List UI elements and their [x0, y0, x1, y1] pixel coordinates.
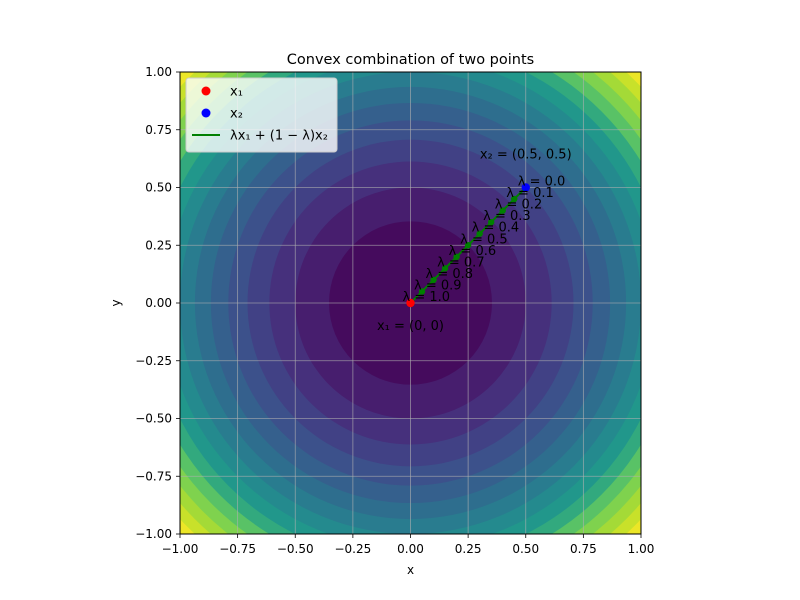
- legend-label: x₂: [230, 107, 243, 122]
- annotations-layer: λ = 0.0λ = 0.1λ = 0.2λ = 0.3λ = 0.4λ = 0…: [377, 148, 572, 335]
- lambda-label: λ = 0.2: [495, 198, 543, 213]
- combination-point: [511, 195, 518, 203]
- x-tick-label: 0.25: [455, 542, 482, 556]
- legend-label: λx₁ + (1 − λ)x₂: [230, 129, 328, 144]
- legend-label: x₁: [230, 85, 243, 100]
- x-tick-label: −0.50: [277, 542, 314, 556]
- legend-marker-dot: [201, 86, 211, 96]
- y-axis-label: y: [109, 299, 123, 306]
- lambda-label: λ = 0.8: [426, 267, 474, 282]
- lambda-label: λ = 1.0: [403, 290, 451, 305]
- x-tick-label: 0.50: [512, 542, 539, 556]
- legend-box: [185, 77, 338, 153]
- lambda-label: λ = 0.9: [414, 278, 462, 293]
- y-tick-label: −0.25: [135, 354, 172, 368]
- annotation-x2: x₂ = (0.5, 0.5): [480, 148, 572, 163]
- combination-point: [476, 230, 483, 237]
- point-x2: [521, 183, 530, 192]
- x-tick-label: −1.00: [162, 542, 199, 556]
- series-layer: [406, 183, 530, 308]
- annotation-x1: x₁ = (0, 0): [377, 319, 444, 334]
- combination-point: [499, 207, 506, 214]
- y-tick-label: 1.00: [145, 65, 172, 79]
- x-axis-label: x: [407, 563, 414, 577]
- y-axis-ticks: −1.00 −0.75 −0.50 −0.25 0.00 0.25 0.50 0.75 1.00: [135, 65, 180, 541]
- combination-point: [441, 265, 449, 272]
- legend-marker-dot: [201, 108, 211, 118]
- y-tick-label: 0.50: [145, 181, 172, 195]
- lambda-label: λ = 0.6: [449, 244, 497, 259]
- chart-title: Convex combination of two points: [287, 52, 534, 68]
- lambda-label: λ = 0.0: [518, 175, 566, 190]
- x-tick-label: 0.00: [397, 542, 424, 556]
- lambda-label: λ = 0.5: [460, 232, 508, 247]
- lambda-label: λ = 0.4: [472, 221, 520, 236]
- combination-point: [430, 276, 437, 284]
- y-tick-label: 0.00: [145, 296, 172, 310]
- y-tick-label: −0.75: [135, 469, 172, 483]
- x-tick-label: −0.75: [219, 542, 256, 556]
- combination-point: [464, 242, 472, 249]
- x-axis-ticks: −1.00 −0.75 −0.50 −0.25 0.00 0.25 0.50 0.75 1.00: [162, 534, 655, 556]
- legend: x₁ x₂ λx₁ + (1 − λ)x₂: [185, 77, 338, 153]
- y-tick-label: −0.50: [135, 412, 172, 426]
- point-x1: [406, 298, 415, 308]
- combination-point: [453, 253, 460, 260]
- combination-point: [487, 218, 495, 226]
- y-tick-label: −1.00: [135, 527, 172, 541]
- x-tick-label: 0.75: [570, 542, 597, 556]
- y-tick-label: 0.25: [145, 238, 172, 252]
- lambda-label: λ = 0.3: [483, 209, 531, 224]
- lambda-label: λ = 0.7: [437, 255, 485, 270]
- y-tick-label: 0.75: [145, 123, 172, 137]
- x-tick-label: −0.25: [334, 542, 371, 556]
- combination-point: [418, 288, 426, 295]
- x-tick-label: 1.00: [628, 542, 655, 556]
- lambda-label: λ = 0.1: [506, 186, 554, 201]
